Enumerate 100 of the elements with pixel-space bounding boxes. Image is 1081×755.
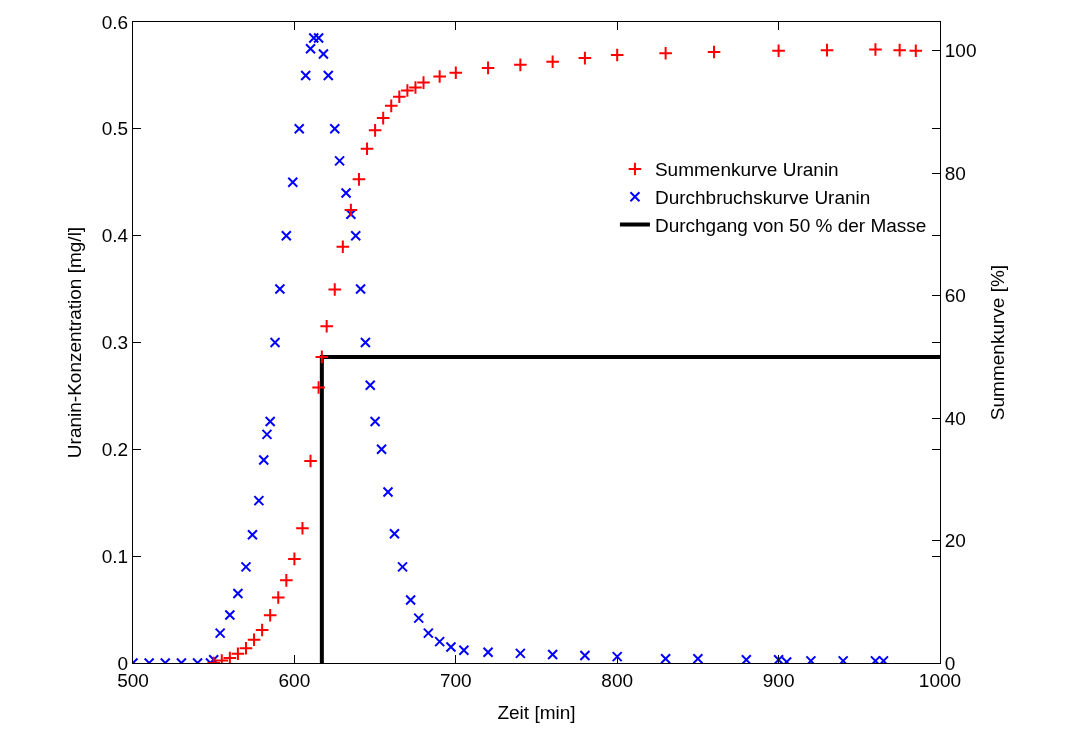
legend-label: Durchgang von 50 % der Masse (654, 214, 927, 236)
point (224, 609, 236, 621)
y2-axis-title: Summenkurve [%] (987, 264, 1009, 421)
point (660, 653, 672, 663)
y-tick-label: 0.1 (101, 545, 129, 567)
point (313, 32, 325, 44)
x-tick-label: 600 (278, 669, 311, 691)
point (327, 282, 343, 297)
point (264, 416, 276, 428)
point (400, 83, 415, 98)
point (458, 644, 470, 656)
point (319, 318, 334, 334)
y-tick-label: 0.6 (101, 11, 129, 33)
y-tick-label: 0.5 (101, 118, 129, 140)
point (422, 627, 434, 639)
point (334, 155, 346, 167)
point (300, 69, 312, 81)
point (311, 380, 326, 395)
point (658, 45, 673, 61)
point (692, 653, 704, 663)
point (295, 521, 310, 536)
point (308, 32, 320, 44)
x-tick-label: 800 (601, 669, 634, 691)
point (432, 69, 447, 84)
point (868, 42, 883, 57)
point (350, 230, 362, 242)
point (908, 43, 924, 59)
point (254, 622, 270, 638)
point (232, 588, 244, 600)
point (364, 379, 376, 391)
point (706, 44, 722, 60)
point (329, 123, 341, 135)
point (413, 612, 425, 624)
point (238, 641, 254, 656)
point (230, 646, 246, 662)
point (397, 561, 409, 573)
y-tick-label: 0.3 (101, 332, 129, 354)
point (287, 176, 299, 188)
point (382, 486, 394, 498)
point (892, 42, 907, 58)
point (376, 443, 388, 455)
y-axis-title: Uranin-Konzentration [mg/l] (63, 226, 85, 459)
point (577, 50, 593, 66)
legend-label: Summenkurve Uranin (654, 159, 839, 181)
x-tick-label: 900 (762, 669, 795, 691)
point (240, 561, 252, 573)
point (388, 528, 400, 540)
point (343, 202, 359, 218)
y2-tick-label: 40 (944, 407, 966, 429)
y2-tick-label: 100 (944, 40, 977, 62)
point (445, 641, 457, 653)
point (514, 647, 526, 659)
y2-tick-label: 60 (944, 285, 966, 307)
point (375, 110, 391, 126)
point (367, 123, 383, 138)
point (279, 573, 294, 588)
point (579, 650, 591, 662)
point (351, 172, 367, 187)
point (359, 337, 371, 348)
point (303, 453, 318, 469)
point (448, 65, 464, 81)
point (340, 187, 352, 199)
y-tick-label: 0.4 (101, 225, 129, 247)
point (293, 123, 305, 135)
point (314, 349, 330, 365)
point (408, 80, 423, 95)
point (246, 632, 262, 648)
point (246, 529, 258, 541)
point (547, 648, 559, 660)
point (317, 48, 329, 60)
point (482, 646, 494, 658)
point (611, 651, 623, 663)
point (287, 551, 302, 567)
point (262, 607, 278, 623)
point (369, 416, 381, 428)
point (274, 283, 286, 295)
point (392, 89, 407, 104)
point (740, 654, 752, 663)
point (322, 69, 334, 81)
point (261, 428, 273, 440)
point (405, 594, 417, 606)
point (270, 590, 286, 605)
point (609, 47, 625, 63)
point (214, 627, 226, 639)
point (383, 98, 399, 114)
point (416, 75, 431, 90)
point (335, 239, 351, 254)
point (253, 495, 265, 507)
point (258, 454, 270, 466)
point (269, 337, 281, 348)
y2-tick-label: 80 (944, 162, 966, 184)
point (480, 60, 496, 76)
legend-label: Durchbruchskurve Uranin (654, 187, 871, 209)
y-tick-label: 0.2 (101, 438, 129, 460)
point (513, 57, 528, 73)
point (359, 141, 375, 157)
point (434, 636, 446, 648)
point (545, 54, 560, 70)
x-axis-title: Zeit [min] (497, 701, 576, 723)
point (280, 230, 292, 242)
